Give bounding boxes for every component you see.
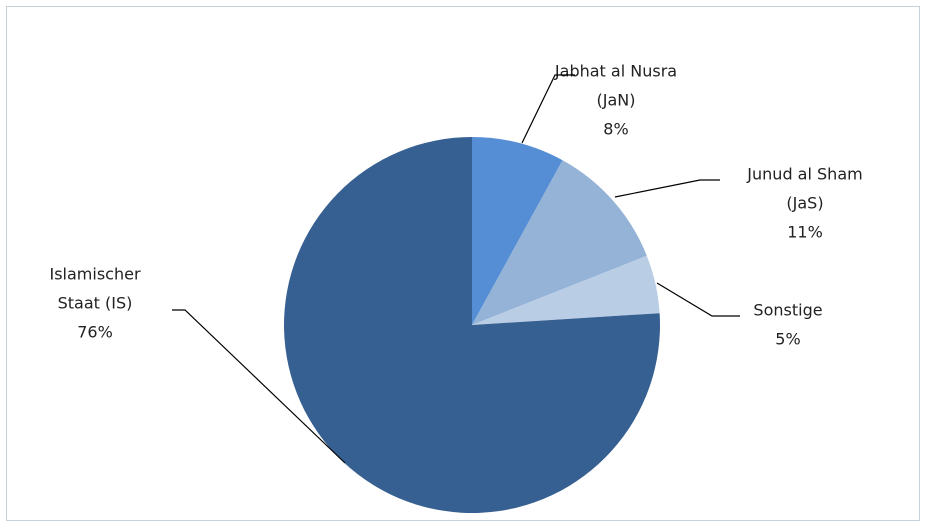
leader-line [172,309,346,464]
slice-label: Jabhat al Nusra [554,62,677,81]
slice-label: (JaS) [786,194,823,213]
leader-line [656,282,740,317]
leader-line [614,179,720,198]
slice-label: (JaN) [597,91,636,110]
slice-label: Islamischer [49,265,140,284]
pie-slice [472,137,563,325]
leader-line [521,74,575,144]
pie-slice [472,160,647,325]
value-label: 76% [77,323,113,342]
pie-slice [284,137,660,513]
slice-label: Junud al Sham [746,165,862,184]
value-label: 8% [603,120,628,139]
pie-slice [472,255,660,325]
value-label: 5% [775,330,800,349]
slice-label: Sonstige [753,301,822,320]
value-label: 11% [787,223,823,242]
slice-label: Staat (IS) [58,294,133,313]
